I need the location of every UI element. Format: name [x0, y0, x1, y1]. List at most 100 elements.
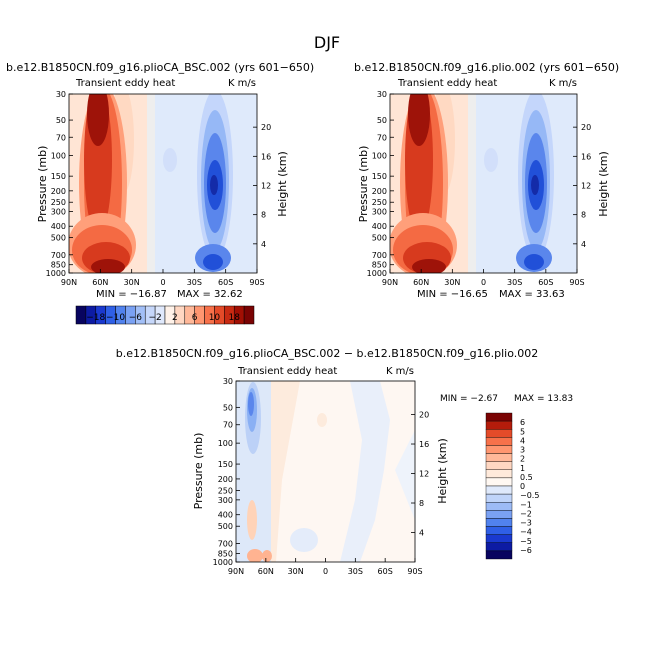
panel-a-ytick-label: 70 [56, 133, 66, 142]
panel-c-xtick-label: 60N [258, 567, 274, 576]
panel-b-units: K m/s [549, 78, 577, 89]
panel-b-height-tick-label: 16 [581, 152, 591, 161]
panel-a-xtick-label: 0 [160, 278, 165, 287]
shared-colorbar-label: −2 [148, 313, 161, 323]
shared-colorbar-box [243, 305, 255, 325]
panel-c-ytick-label: 500 [218, 522, 233, 531]
difference-colorbar-label: −4 [520, 528, 532, 537]
difference-colorbar-label: −0.5 [520, 491, 539, 500]
difference-colorbar-box [485, 420, 513, 430]
panel-c-ytick-label: 850 [218, 550, 233, 559]
panel-c-ytick-label: 300 [218, 496, 233, 505]
panel-b-ytick-label: 1000 [367, 269, 387, 278]
panel-c-ytick-label: 400 [218, 511, 233, 520]
panel-b-ytick-label: 30 [377, 90, 387, 99]
panel-c-contours [236, 381, 415, 562]
panel-b-ylabel-right: Height (km) [597, 151, 610, 217]
panel-a-ylabel-right: Height (km) [276, 151, 289, 217]
panel-c-min-label: MIN = −2.67 [440, 394, 498, 404]
panel-b-height-tick-label: 12 [581, 181, 591, 190]
difference-colorbar-box [485, 469, 513, 479]
difference-colorbar-box [485, 526, 513, 535]
panel-c-ylabel: Pressure (mb) [192, 433, 205, 510]
panel-c-case-title: b.e12.B1850CN.f09_g16.plioCA_BSC.002 − b… [116, 347, 538, 360]
panel-b-xtick-label: 0 [481, 278, 486, 287]
panel-a-contours [69, 94, 257, 273]
panel-a-units: K m/s [228, 78, 256, 89]
panel-b-ytick-label: 300 [372, 208, 387, 217]
panel-c-xtick-label: 30S [348, 567, 363, 576]
difference-colorbar-box [485, 510, 513, 519]
shared-colorbar: −18 −10 −6 −2 2 6 10 18 [75, 305, 255, 325]
panel-b-height-tick-label: 4 [581, 240, 586, 249]
shared-colorbar-box [75, 305, 87, 325]
panel-a-min-label: MIN = −16.87 [96, 289, 167, 300]
difference-colorbar-box [485, 485, 513, 495]
panel-b-ytick-label: 850 [372, 261, 387, 270]
panel-a-field-name: Transient eddy heat [75, 78, 175, 89]
panel-c-ytick-label: 1000 [213, 558, 233, 567]
panel-b-ytick-label: 50 [377, 116, 387, 125]
difference-colorbar-label: 3 [520, 446, 525, 455]
difference-colorbar-label: 1 [520, 464, 525, 473]
panel-b-max-label: MAX = 33.63 [499, 289, 565, 300]
difference-colorbar-box [485, 550, 513, 560]
difference-colorbar-box [485, 453, 513, 462]
panel-c-ytick-label: 50 [223, 403, 233, 412]
panel-b-xtick-label: 30S [507, 278, 522, 287]
panel-b-field-name: Transient eddy heat [397, 78, 497, 89]
panel-a-height-tick-label: 12 [261, 181, 271, 190]
difference-colorbar-box [485, 493, 513, 503]
panel-c-units: K m/s [386, 366, 414, 377]
panel-c-ytick-label: 700 [218, 540, 233, 549]
panel-a: b.e12.B1850CN.f09_g16.plioCA_BSC.002 (yr… [6, 61, 314, 300]
panel-a-ytick-label: 500 [51, 234, 66, 243]
panel-a-xtick-label: 90S [249, 278, 264, 287]
panel-c-ytick-label: 200 [218, 475, 233, 484]
difference-colorbar-label: −3 [520, 519, 532, 528]
panel-c-height-tick-label: 16 [419, 440, 429, 449]
difference-colorbar-label: 0.5 [520, 473, 533, 482]
difference-colorbar-label: 6 [520, 418, 525, 427]
panel-c-height-tick-label: 4 [419, 529, 424, 538]
difference-colorbar-box [485, 461, 513, 470]
panel-c-ytick-label: 250 [218, 486, 233, 495]
panel-b-ytick-label: 150 [372, 172, 387, 181]
panel-a-ylabel: Pressure (mb) [36, 146, 49, 223]
panel-a-ytick-label: 150 [51, 172, 66, 181]
difference-colorbar-box [485, 534, 513, 543]
panel-a-ytick-label: 250 [51, 198, 66, 207]
panel-a-max-label: MAX = 32.62 [177, 289, 243, 300]
shared-colorbar-label: −18 [86, 313, 105, 323]
shared-colorbar-label: 10 [209, 313, 221, 323]
figure-title: DJF [314, 33, 340, 52]
panel-c-height-tick-label: 8 [419, 499, 424, 508]
panel-b-height-tick-label: 20 [581, 123, 591, 132]
difference-colorbar-box [485, 437, 513, 446]
panel-b-xtick-label: 30N [444, 278, 460, 287]
difference-colorbar-box [485, 502, 513, 511]
panel-c-ytick-label: 30 [223, 377, 233, 386]
panel-c-ytick-label: 100 [218, 439, 233, 448]
panel-c-ytick-label: 150 [218, 460, 233, 469]
panel-b: b.e12.B1850CN.f09_g16.plio.002 (yrs 601−… [354, 61, 619, 300]
panel-b-xtick-label: 90S [569, 278, 584, 287]
panel-c-xtick-label: 0 [323, 567, 328, 576]
panel-b-ytick-label: 100 [372, 151, 387, 160]
panel-b-xtick-label: 90N [382, 278, 398, 287]
difference-colorbar-label: 2 [520, 455, 525, 464]
difference-colorbar-label: −5 [520, 537, 532, 546]
shared-colorbar-label: −6 [129, 313, 143, 323]
panel-b-ytick-label: 200 [372, 187, 387, 196]
shared-colorbar-label: 18 [228, 313, 240, 323]
panel-a-xtick-label: 90N [61, 278, 77, 287]
panel-a-ytick-label: 1000 [46, 269, 66, 278]
panel-a-height-tick-label: 20 [261, 123, 271, 132]
panel-b-xtick-label: 60N [413, 278, 429, 287]
difference-colorbar-box [485, 445, 513, 454]
panel-c-ytick-label: 70 [223, 421, 233, 430]
panel-c-xtick-label: 90S [407, 567, 422, 576]
panel-b-ytick-label: 700 [372, 251, 387, 260]
